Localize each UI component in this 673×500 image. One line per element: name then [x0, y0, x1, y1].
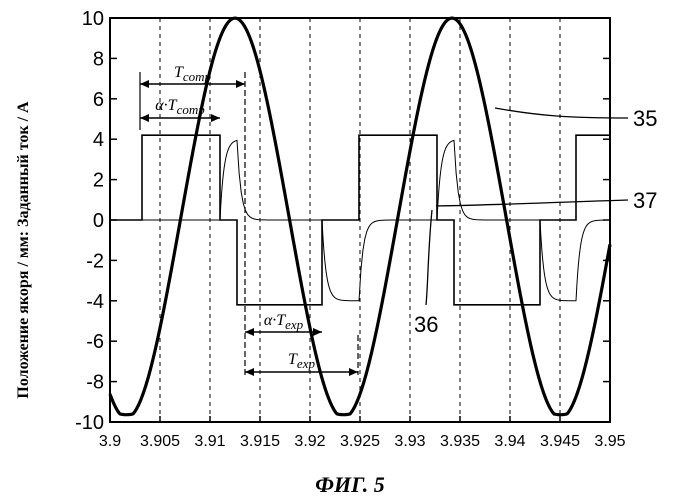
- t-comp-arrow-head: [140, 80, 149, 88]
- y-tick-label: -6: [86, 331, 104, 353]
- alpha-t-exp-label: α·Texp: [264, 312, 304, 332]
- y-tick-label: -4: [86, 291, 104, 313]
- t-comp-arrow-head: [236, 80, 245, 88]
- y-tick-label: -2: [86, 250, 104, 272]
- x-tick-label: 3.93: [394, 433, 425, 450]
- alpha-t-comp-label: α·Tcomp: [155, 97, 205, 117]
- x-tick-label: 3.91: [194, 433, 225, 450]
- y-axis-label: Положение якоря / мм: Заданный ток / А: [15, 101, 32, 399]
- x-tick-label: 3.935: [440, 433, 480, 450]
- x-tick-label: 3.925: [340, 433, 380, 450]
- y-tick-label: -10: [75, 412, 104, 434]
- x-tick-label: 3.905: [140, 433, 180, 450]
- alpha-t-comp-arrow-head: [211, 114, 220, 122]
- y-tick-label: 2: [93, 170, 104, 192]
- alpha-t-exp-arrow-head: [245, 328, 254, 336]
- t-comp-label: Tcomp: [174, 64, 212, 84]
- y-tick-label: 0: [93, 210, 104, 232]
- t-exp-arrow-head: [349, 368, 358, 376]
- callouts: 35 37 36: [414, 106, 657, 337]
- alpha-t-exp-arrow-head: [313, 328, 322, 336]
- x-tick-label: 3.94: [494, 433, 525, 450]
- callout-36-leader: [426, 210, 432, 305]
- figure-caption: ФИГ. 5: [315, 472, 384, 497]
- x-tick-label: 3.9: [99, 433, 121, 450]
- y-tick-label: 8: [93, 48, 104, 70]
- y-tick-label: 6: [93, 89, 104, 111]
- alpha-t-comp-arrow-head: [140, 114, 149, 122]
- t-exp-arrow-head: [245, 368, 254, 376]
- y-ticks: 10 8 6 4 2 0 -2 -4 -6 -8 -10: [75, 8, 610, 434]
- callout-36: 36: [414, 312, 438, 337]
- t-exp-label: Texp: [288, 351, 315, 371]
- callout-37: 37: [633, 188, 657, 213]
- x-tick-label: 3.95: [594, 433, 625, 450]
- callout-35: 35: [633, 106, 657, 131]
- x-tick-label: 3.915: [240, 433, 280, 450]
- y-tick-label: 10: [82, 8, 104, 30]
- callout-37-leader: [436, 200, 628, 206]
- callout-35-leader: [495, 108, 628, 118]
- x-tick-label: 3.92: [294, 433, 325, 450]
- y-tick-label: 4: [93, 129, 104, 151]
- x-tick-label: 3.945: [540, 433, 580, 450]
- y-tick-label: -8: [86, 372, 104, 394]
